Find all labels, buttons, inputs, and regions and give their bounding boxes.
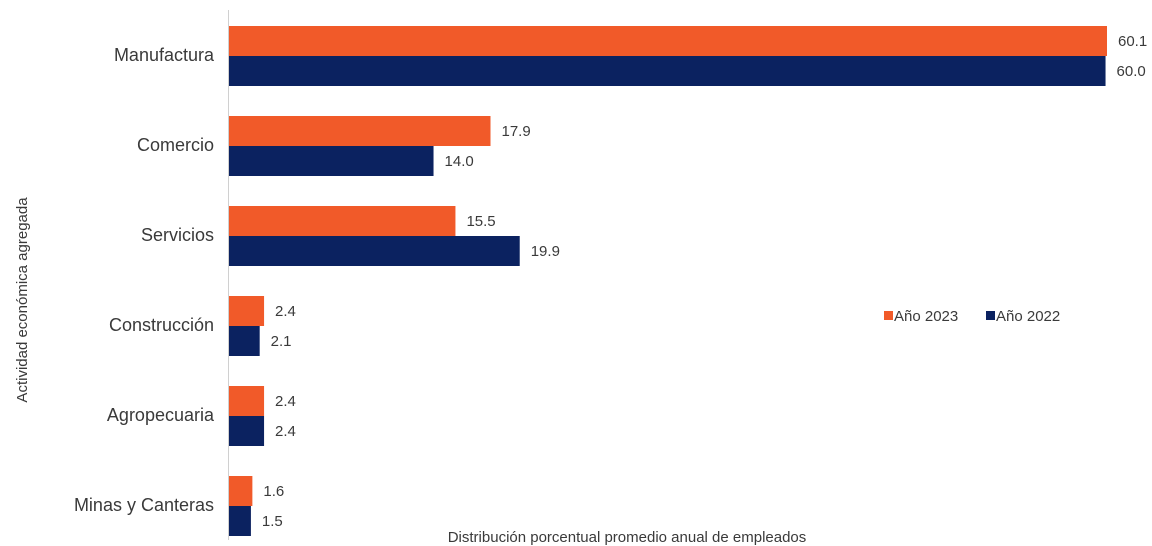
value-labels: 60.1 60.0 17.9 14.0 15.5 19.9 2.4 2.1 2.4 2.4 1.6 1… — [262, 33, 1147, 530]
bars-group — [229, 26, 1107, 536]
legend-swatch-ano-2023 — [884, 311, 893, 320]
value-label-ano-2022-minas-y-canteras: 1.5 — [262, 513, 283, 530]
legend: Año 2023 Año 2022 — [884, 308, 1060, 325]
bar-ano-2023-construccion — [229, 296, 265, 326]
category-label-manufactura: Manufactura — [114, 45, 215, 65]
value-label-ano-2023-servicios: 15.5 — [466, 213, 495, 230]
value-label-ano-2023-minas-y-canteras: 1.6 — [263, 483, 284, 500]
value-label-ano-2023-agropecuaria: 2.4 — [275, 393, 296, 410]
value-label-ano-2022-construccion: 2.1 — [271, 333, 292, 350]
value-label-ano-2023-manufactura: 60.1 — [1118, 33, 1147, 50]
value-label-ano-2023-comercio: 17.9 — [502, 123, 531, 140]
x-axis-title: Distribución porcentual promedio anual d… — [448, 529, 807, 546]
bar-ano-2022-minas-y-canteras — [229, 506, 251, 536]
bar-ano-2023-manufactura — [229, 26, 1107, 56]
value-label-ano-2022-agropecuaria: 2.4 — [275, 423, 296, 440]
bar-ano-2022-comercio — [229, 146, 434, 176]
bar-ano-2022-agropecuaria — [229, 416, 265, 446]
legend-label-ano-2023: Año 2023 — [894, 308, 958, 325]
bar-ano-2023-servicios — [229, 206, 456, 236]
category-label-minas-y-canteras: Minas y Canteras — [74, 495, 214, 515]
bar-ano-2023-minas-y-canteras — [229, 476, 253, 506]
category-label-agropecuaria: Agropecuaria — [107, 405, 215, 425]
bar-ano-2022-construccion — [229, 326, 260, 356]
bar-ano-2023-agropecuaria — [229, 386, 265, 416]
bar-ano-2022-manufactura — [229, 56, 1106, 86]
bar-ano-2023-comercio — [229, 116, 491, 146]
category-label-servicios: Servicios — [141, 225, 214, 245]
legend-label-ano-2022: Año 2022 — [996, 308, 1060, 325]
value-label-ano-2023-construccion: 2.4 — [275, 303, 296, 320]
category-label-construccion: Construcción — [109, 315, 214, 335]
category-labels: Manufactura Comercio Servicios Construcción… — [74, 45, 215, 515]
y-axis-title: Actividad económica agregada — [14, 197, 31, 403]
value-label-ano-2022-comercio: 14.0 — [445, 153, 474, 170]
value-label-ano-2022-manufactura: 60.0 — [1117, 63, 1146, 80]
bar-ano-2022-servicios — [229, 236, 520, 266]
category-label-comercio: Comercio — [137, 135, 214, 155]
legend-swatch-ano-2022 — [986, 311, 995, 320]
value-label-ano-2022-servicios: 19.9 — [531, 243, 560, 260]
